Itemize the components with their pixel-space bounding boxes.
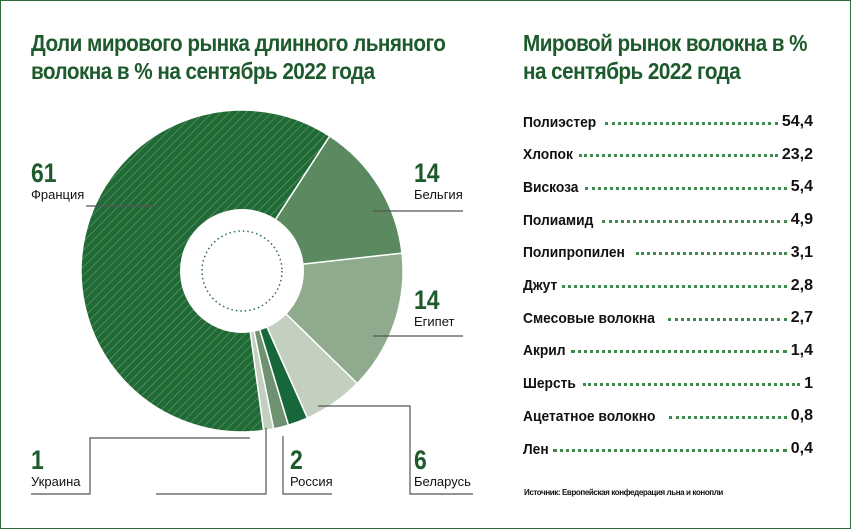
pie-title: Доли мирового рынка длинного льняного во… xyxy=(31,30,446,84)
value: 6 xyxy=(414,445,427,475)
fiber-value: 1,4 xyxy=(790,341,813,359)
label-belarus: 6 Беларусь xyxy=(414,446,471,490)
cycle-arrow-icon xyxy=(201,230,283,312)
value: 14 xyxy=(414,158,440,188)
fiber-name: Хлопок xyxy=(523,146,573,164)
fiber-name: Полипропилен xyxy=(523,244,625,262)
label-france: 61 Франция xyxy=(31,159,84,203)
fiber-row: Джут 2,8 xyxy=(523,276,813,296)
fiber-row: Полипропилен 3,1 xyxy=(523,243,813,263)
fiber-value: 3,1 xyxy=(790,243,813,261)
name: Беларусь xyxy=(414,474,471,489)
fiber-row: Вискоза 5,4 xyxy=(523,177,813,197)
fiber-name: Акрил xyxy=(523,342,566,360)
value: 1 xyxy=(31,445,44,475)
fiber-value: 2,8 xyxy=(790,276,813,294)
dotted-arrow xyxy=(601,219,787,223)
fiber-name: Вискоза xyxy=(523,178,579,196)
name: Франция xyxy=(31,187,85,202)
dotted-arrow xyxy=(562,285,787,288)
name: Египет xyxy=(414,314,455,329)
list-title: Мировой рынок волокна в % на сентябрь 20… xyxy=(523,30,808,84)
fiber-value: 0,8 xyxy=(790,407,813,425)
dotted-arrow xyxy=(604,121,778,125)
value: 2 xyxy=(290,445,303,475)
fiber-row: Смесовые волокна 2,7 xyxy=(523,308,813,328)
fiber-row: Полиамид 4,9 xyxy=(523,210,813,230)
fiber-value: 54,4 xyxy=(781,113,813,130)
fiber-value: 23,2 xyxy=(781,145,813,163)
label-belgium: 14 Бельгия xyxy=(414,159,463,203)
leader-lines xyxy=(31,205,473,495)
fiber-row: Акрил 1,4 xyxy=(523,341,813,361)
fiber-value: 4,9 xyxy=(790,211,813,229)
fiber-row: Ацетатное волокно 0,8 xyxy=(523,406,813,426)
fiber-value: 2,7 xyxy=(790,309,813,327)
fiber-value: 5,4 xyxy=(790,178,813,196)
donut-hole xyxy=(180,209,304,333)
value: 14 xyxy=(414,285,440,315)
fiber-name: Смесовые волокна xyxy=(523,309,655,327)
fiber-value: 1 xyxy=(804,374,813,392)
dotted-arrow xyxy=(669,415,787,419)
dotted-arrow xyxy=(571,350,787,354)
fiber-name: Шерсть xyxy=(523,375,576,393)
label-egypt: 14 Египет xyxy=(414,286,454,330)
fiber-row: Хлопок 23,2 xyxy=(523,145,813,165)
fiber-name: Ацетатное волокно xyxy=(523,407,656,425)
name: Россия xyxy=(290,474,333,489)
value: 61 xyxy=(31,158,57,188)
dotted-arrow xyxy=(552,448,787,452)
dotted-arrow xyxy=(668,317,787,321)
dotted-arrow xyxy=(579,154,778,158)
name: Бельгия xyxy=(414,187,463,202)
fiber-value: 0,4 xyxy=(790,440,813,457)
name: Украина xyxy=(31,474,81,489)
fiber-name: Полиэстер xyxy=(523,113,597,131)
dotted-arrow xyxy=(585,186,787,190)
label-russia: 2 Россия xyxy=(290,446,333,490)
dotted-arrow xyxy=(635,252,787,256)
fiber-row: Лен 0,4 xyxy=(523,439,813,459)
fiber-name: Полиамид xyxy=(523,211,594,229)
fiber-row: Полиэстер 54,4 xyxy=(523,112,813,132)
fiber-row: Шерсть 1 xyxy=(523,374,813,394)
source-note: Источник: Европейская конфедерация льна … xyxy=(524,488,723,497)
label-ukraine: 1 Украина xyxy=(31,446,81,490)
fiber-name: Лен xyxy=(523,440,549,458)
fiber-name: Джут xyxy=(523,277,558,294)
dotted-arrow xyxy=(582,383,801,387)
